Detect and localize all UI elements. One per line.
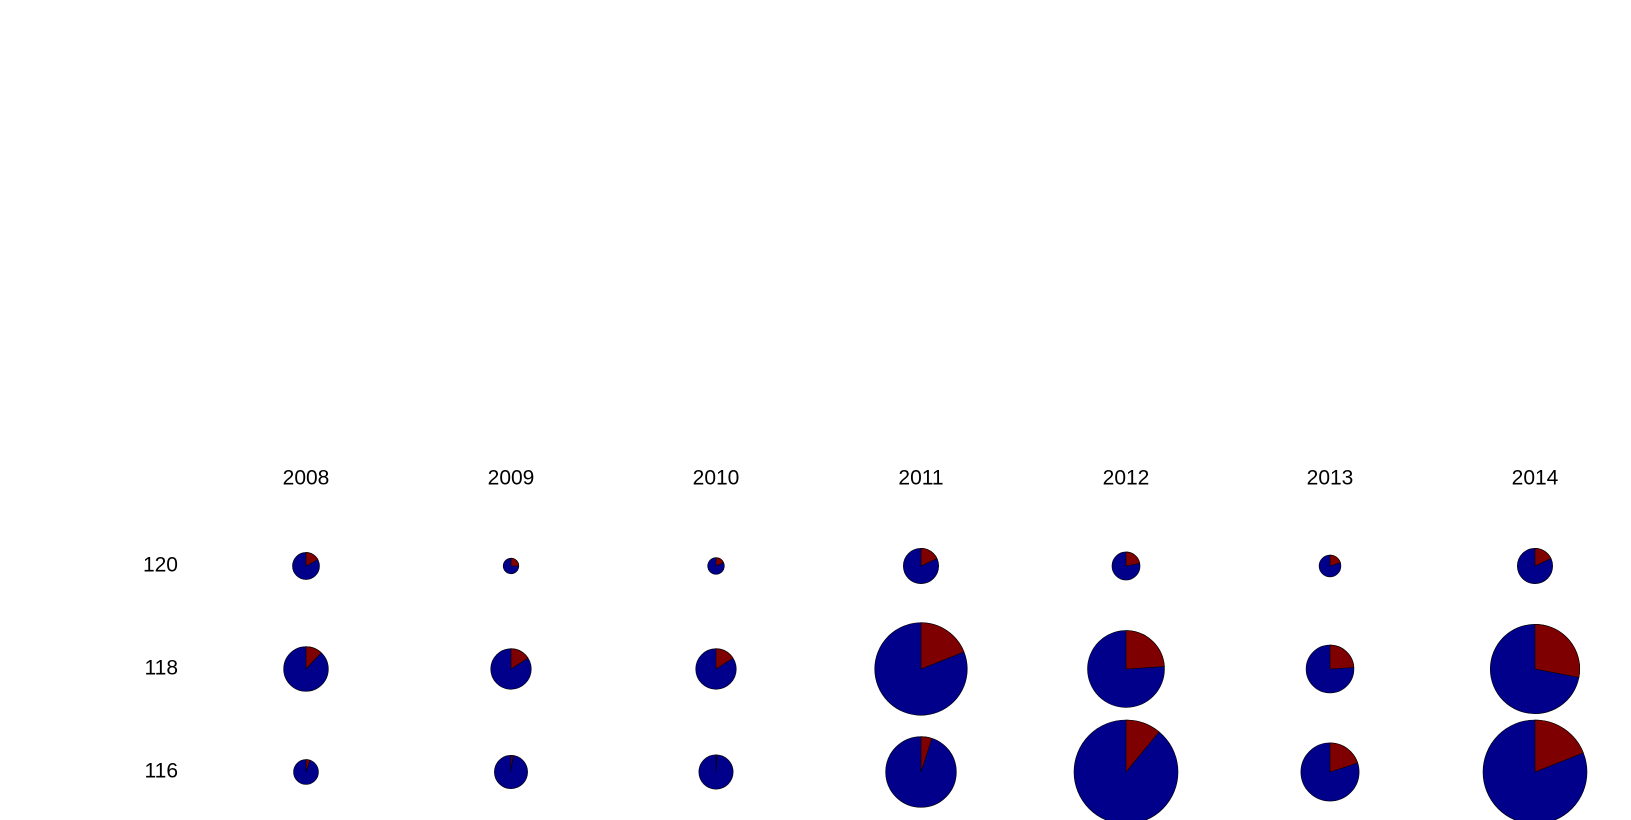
pie-slice-red [1329,554,1341,567]
pie-116-2012 [1073,719,1179,820]
pie-120-2009 [502,557,520,575]
pie-118-2014 [1489,623,1581,715]
pie-116-2014 [1482,719,1588,820]
pie-120-2008 [292,552,320,580]
row-label-120: 120 [143,554,178,577]
column-label-2011: 2011 [898,467,943,490]
pie-slice-red [920,622,965,670]
pie-cells [283,548,1588,820]
pie-slice-red [920,736,933,773]
pie-116-2013 [1300,742,1360,802]
column-labels: 2008 2009 2010 2011 2012 2013 2014 [283,467,1559,490]
pie-116-2010 [698,754,734,790]
pie-slice-red [510,755,514,773]
pie-slice-red [715,754,718,773]
pie-slice-red [920,548,938,567]
column-label-2009: 2009 [488,467,535,490]
row-labels: 120 118 116 [143,554,178,783]
column-label-2012: 2012 [1103,467,1150,490]
column-label-2010: 2010 [693,467,740,490]
pie-116-2008 [293,759,319,785]
pie-slice-red [1329,644,1355,670]
pie-slice-red [305,759,311,773]
pie-120-2013 [1318,554,1342,578]
pie-slice-red [1125,630,1165,670]
pie-118-2008 [283,646,329,692]
pie-slice-red [1534,719,1584,773]
pie-slice-red [1125,719,1160,773]
pie-116-2009 [494,755,528,789]
pie-slice-red [1125,551,1141,567]
pie-slice-red [305,552,319,567]
pie-118-2011 [874,622,968,716]
pie-slice-red [1329,742,1359,773]
pie-slice-red [1534,548,1552,567]
pie-slice-red [510,557,520,567]
pie-120-2010 [707,557,725,575]
pie-slice-red [1534,623,1580,678]
row-label-116: 116 [145,760,178,783]
column-label-2013: 2013 [1307,467,1354,490]
pie-120-2014 [1517,548,1553,584]
pie-slice-red [510,648,529,670]
row-label-118: 118 [145,657,178,680]
pie-slice-red [305,646,322,670]
pie-118-2013 [1305,644,1355,694]
pie-116-2011 [885,736,957,808]
column-label-2014: 2014 [1512,467,1559,490]
pie-118-2010 [695,648,737,690]
pie-118-2012 [1087,630,1165,708]
pie-120-2011 [903,548,939,584]
column-label-2008: 2008 [283,467,330,490]
pie-120-2012 [1111,551,1141,581]
pie-slice-red [715,648,734,670]
pie-118-2009 [490,648,532,690]
pie-slice-red [715,557,724,567]
